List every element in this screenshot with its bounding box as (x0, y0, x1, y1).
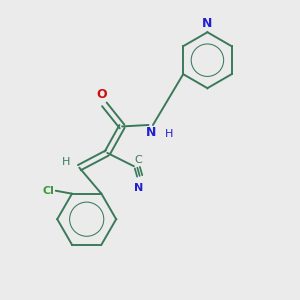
Text: N: N (202, 17, 213, 30)
Text: C: C (134, 155, 142, 165)
Text: H: H (62, 157, 70, 167)
Text: O: O (97, 88, 107, 101)
Text: N: N (134, 183, 144, 193)
Text: N: N (146, 126, 157, 140)
Text: H: H (165, 128, 174, 139)
Text: Cl: Cl (42, 186, 54, 196)
